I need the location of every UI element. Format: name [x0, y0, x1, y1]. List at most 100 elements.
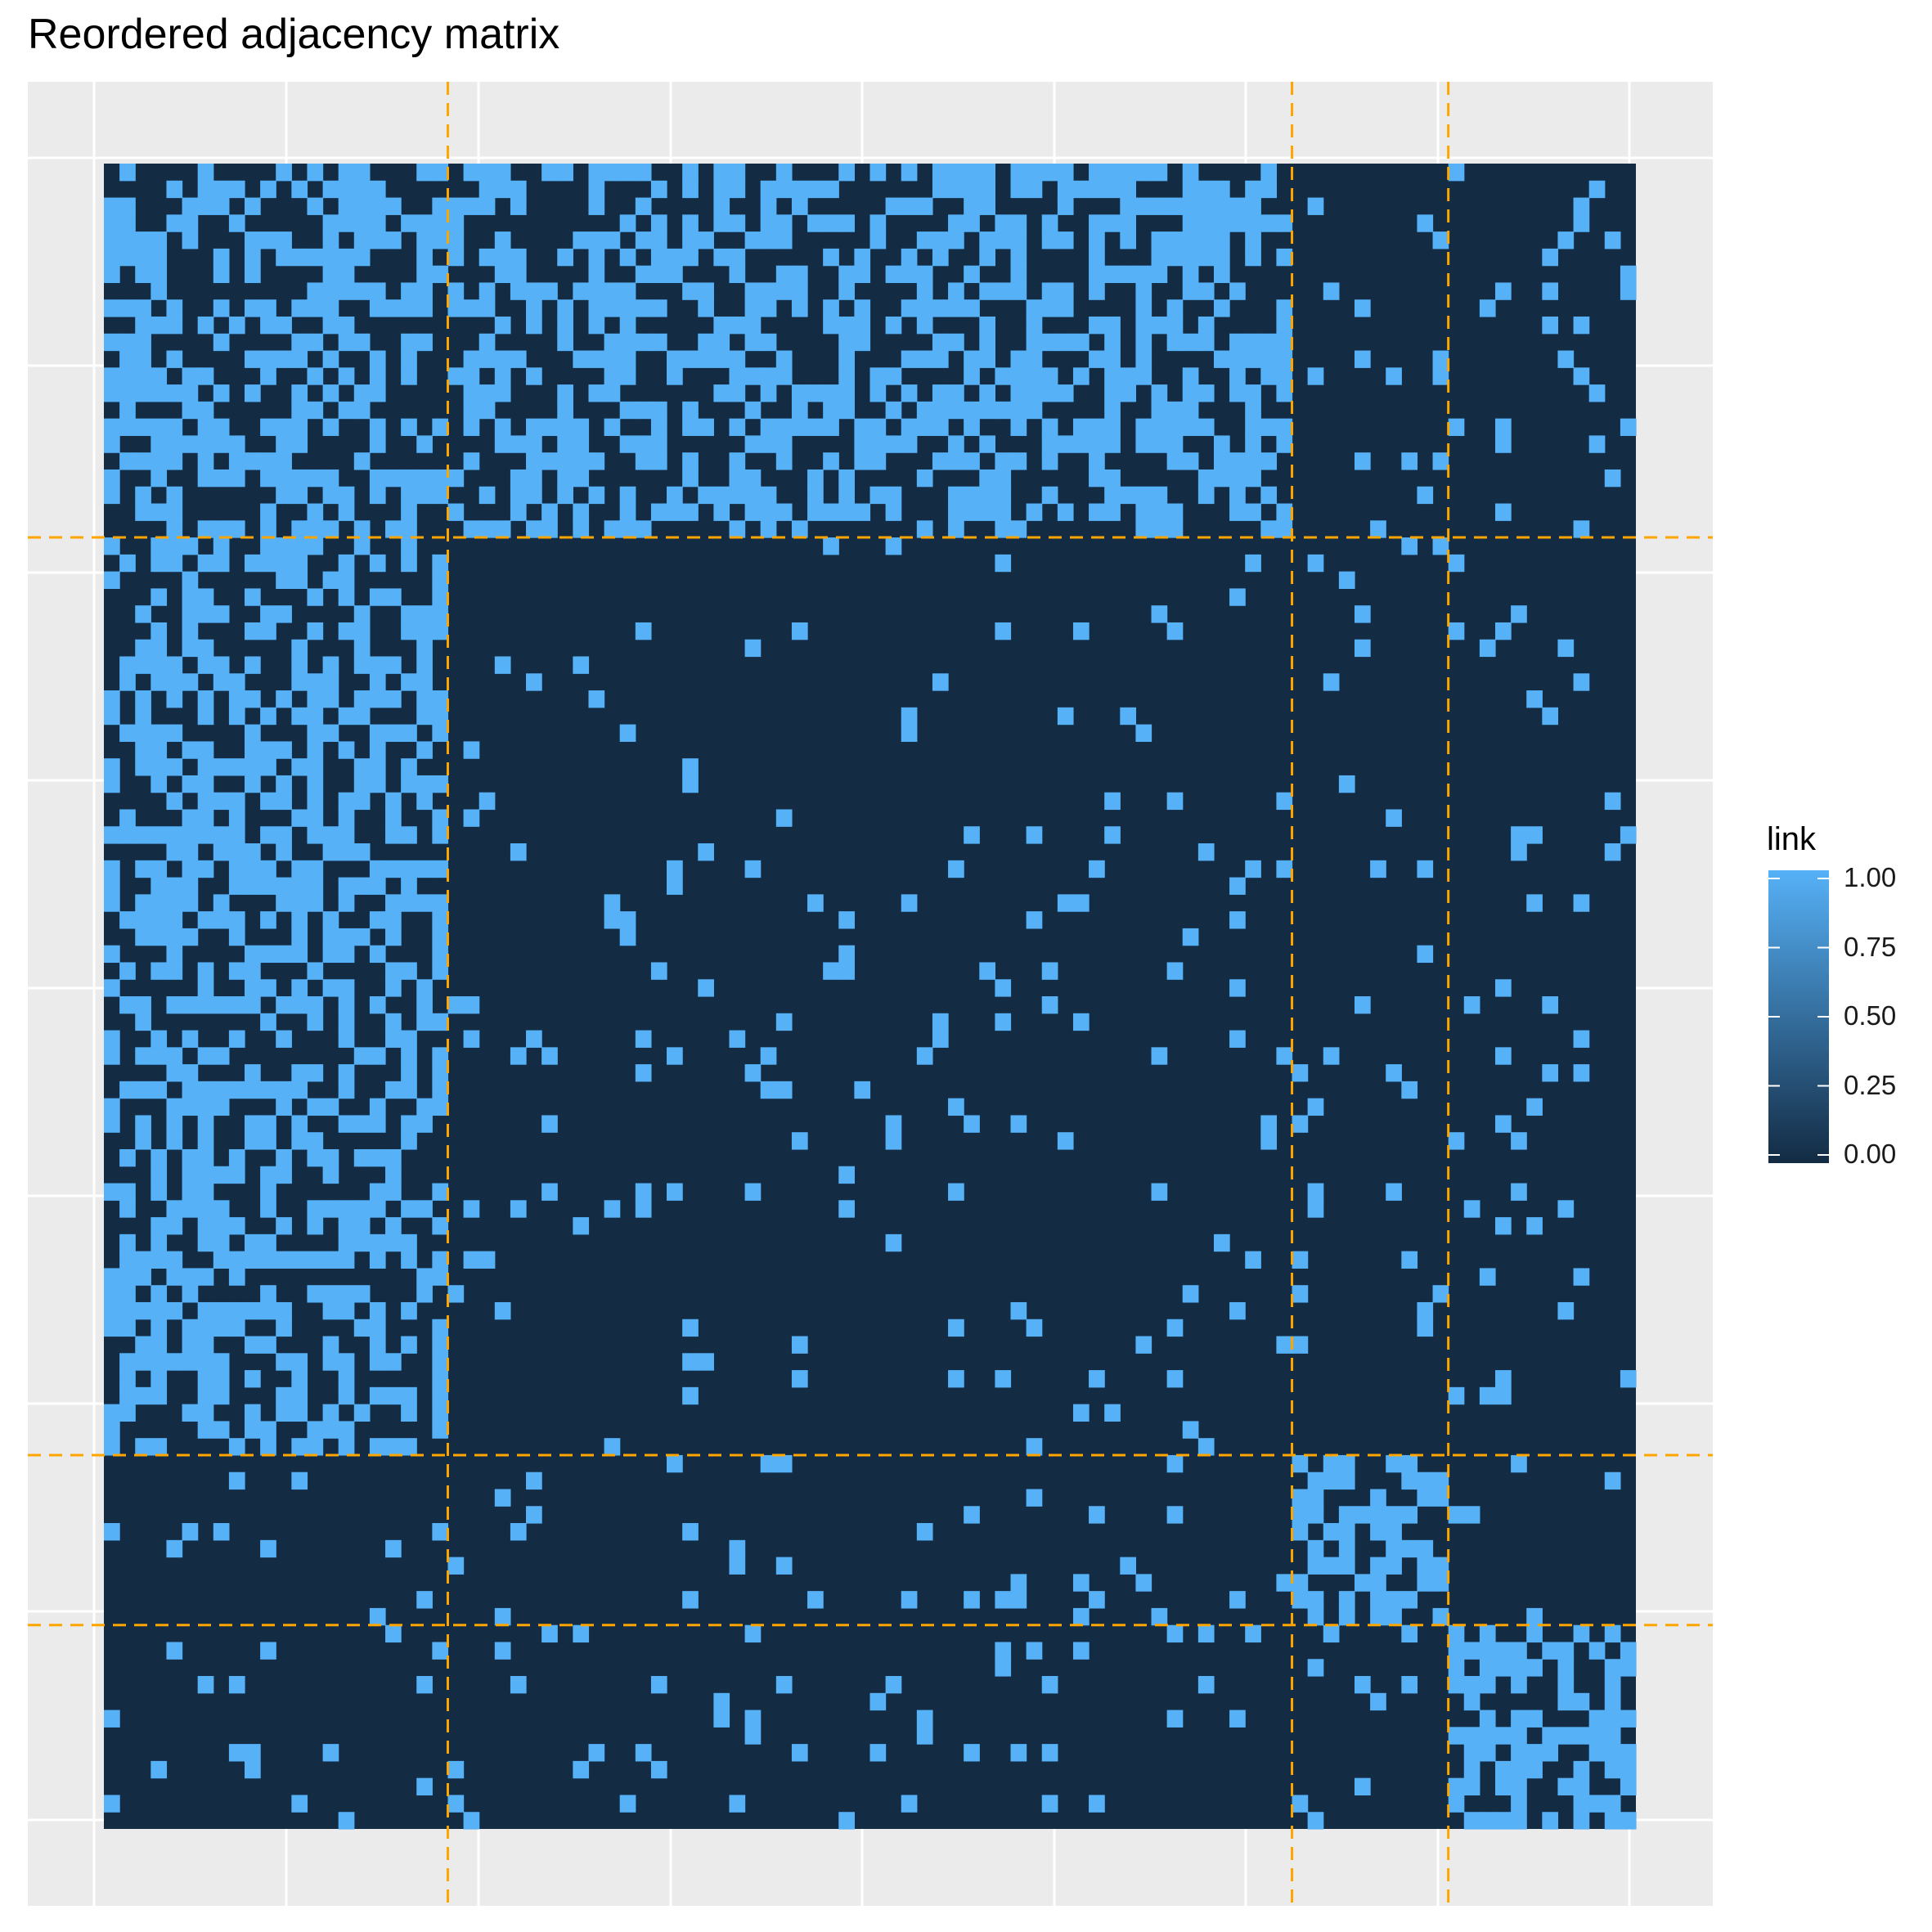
- link-cell: [432, 1353, 449, 1371]
- link-cell: [432, 809, 449, 827]
- link-cell: [182, 1285, 199, 1303]
- link-cell: [932, 384, 949, 402]
- link-cell: [1213, 248, 1230, 267]
- link-cell: [1104, 367, 1121, 385]
- link-cell: [166, 1251, 183, 1269]
- link-cell: [197, 1301, 214, 1320]
- link-cell: [166, 214, 183, 232]
- link-cell: [588, 197, 605, 215]
- link-cell: [510, 1523, 527, 1541]
- link-cell: [1479, 299, 1496, 317]
- link-cell: [104, 265, 120, 284]
- link-cell: [1135, 164, 1152, 182]
- link-cell: [1557, 1727, 1575, 1745]
- link-cell: [995, 486, 1012, 505]
- link-cell: [1182, 282, 1199, 300]
- link-cell: [682, 282, 699, 300]
- link-cell: [1104, 265, 1121, 284]
- link-cell: [401, 877, 417, 895]
- link-cell: [885, 1132, 902, 1150]
- link-cell: [901, 707, 918, 726]
- link-cell: [245, 231, 261, 249]
- link-cell: [119, 911, 136, 929]
- link-cell: [1604, 1471, 1621, 1490]
- link-cell: [635, 333, 652, 352]
- link-cell: [135, 1336, 151, 1354]
- link-cell: [197, 741, 214, 759]
- link-cell: [838, 164, 855, 182]
- link-cell: [1573, 673, 1590, 691]
- link-cell: [760, 435, 777, 453]
- link-cell: [197, 639, 214, 658]
- link-cell: [1041, 367, 1058, 385]
- link-cell: [322, 1421, 339, 1439]
- link-cell: [307, 1421, 324, 1439]
- link-cell: [1182, 928, 1199, 946]
- link-cell: [494, 316, 511, 335]
- link-cell: [369, 418, 386, 437]
- link-cell: [291, 911, 308, 929]
- link-cell: [557, 435, 573, 453]
- link-cell: [1229, 282, 1246, 300]
- link-cell: [197, 605, 214, 623]
- link-cell: [1120, 486, 1137, 505]
- link-cell: [182, 1404, 199, 1422]
- link-cell: [416, 164, 433, 182]
- link-cell: [1542, 996, 1559, 1014]
- link-cell: [260, 537, 276, 555]
- link-cell: [869, 1744, 887, 1762]
- link-cell: [760, 299, 777, 317]
- link-cell: [1386, 367, 1402, 385]
- link-cell: [1057, 707, 1074, 726]
- link-cell: [650, 1760, 667, 1779]
- link-cell: [964, 367, 980, 385]
- link-cell: [1276, 1047, 1293, 1065]
- link-cell: [182, 214, 199, 232]
- link-cell: [228, 1744, 245, 1762]
- link-cell: [166, 537, 183, 555]
- link-cell: [964, 401, 980, 420]
- link-cell: [775, 1676, 793, 1694]
- link-cell: [510, 1047, 527, 1065]
- link-cell: [1135, 503, 1152, 521]
- link-cell: [1292, 1506, 1309, 1524]
- link-cell: [151, 724, 168, 742]
- link-cell: [182, 384, 199, 402]
- link-cell: [1057, 894, 1074, 912]
- link-cell: [479, 299, 496, 317]
- link-cell: [1370, 1574, 1386, 1592]
- link-cell: [385, 588, 402, 606]
- link-cell: [245, 1064, 261, 1082]
- link-cell: [135, 690, 151, 708]
- link-cell: [760, 418, 777, 437]
- link-cell: [1026, 180, 1043, 199]
- link-cell: [964, 452, 980, 470]
- link-cell: [213, 996, 230, 1014]
- link-cell: [119, 826, 136, 844]
- link-cell: [1323, 1557, 1340, 1575]
- link-cell: [338, 1013, 355, 1031]
- link-cell: [322, 469, 339, 487]
- link-cell: [228, 452, 245, 470]
- link-cell: [213, 299, 230, 317]
- link-cell: [1588, 1744, 1606, 1762]
- link-cell: [104, 1047, 120, 1065]
- link-cell: [557, 299, 573, 317]
- link-cell: [245, 1744, 261, 1762]
- link-cell: [135, 350, 151, 368]
- link-cell: [1401, 1506, 1418, 1524]
- link-cell: [276, 741, 292, 759]
- link-cell: [1494, 435, 1512, 453]
- link-cell: [353, 214, 371, 232]
- link-cell: [276, 452, 292, 470]
- link-cell: [1104, 1404, 1121, 1422]
- link-cell: [151, 1336, 168, 1354]
- link-cell: [604, 367, 621, 385]
- link-cell: [385, 1183, 402, 1201]
- link-cell: [901, 350, 918, 368]
- link-cell: [1213, 197, 1230, 215]
- link-cell: [197, 1233, 214, 1252]
- link-cell: [104, 1438, 120, 1456]
- link-cell: [1511, 1727, 1527, 1745]
- link-cell: [1151, 265, 1168, 284]
